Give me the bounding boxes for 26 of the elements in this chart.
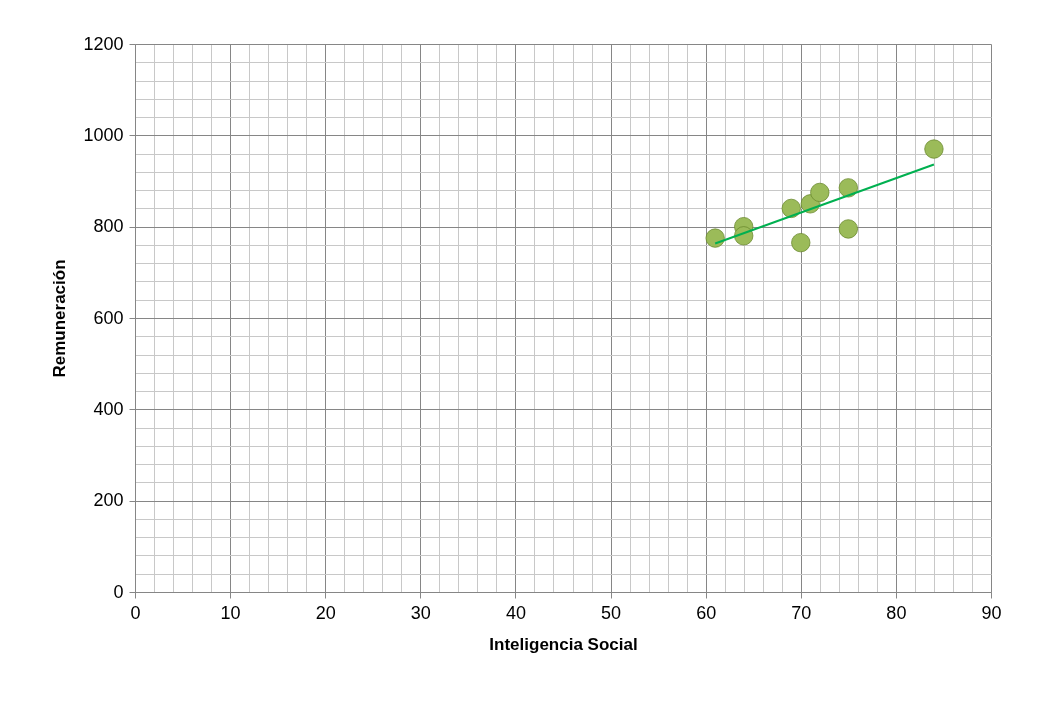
point	[781, 198, 801, 218]
point	[838, 219, 858, 239]
x-tick-label: 60	[696, 602, 717, 623]
y-tick-label: 0	[113, 581, 124, 602]
y-tick-label: 1200	[83, 33, 124, 54]
point	[838, 178, 858, 198]
x-tick-label: 40	[505, 602, 526, 623]
y-tick-label: 800	[93, 216, 124, 237]
point	[924, 139, 944, 159]
point	[791, 233, 811, 253]
y-axis-title: Remuneración	[50, 259, 70, 378]
x-axis-title: Inteligencia Social	[489, 634, 638, 654]
x-tick-label: 10	[220, 602, 241, 623]
y-tick-label: 200	[93, 490, 124, 511]
x-tick-label: 90	[981, 602, 1002, 623]
x-tick-label: 80	[886, 602, 907, 623]
y-tick-label: 1000	[83, 124, 124, 145]
x-tick-label: 20	[315, 602, 336, 623]
x-tick-label: 50	[601, 602, 622, 623]
point	[810, 182, 830, 203]
y-tick-label: 600	[93, 307, 124, 328]
point	[705, 228, 725, 248]
y-tick-label: 400	[93, 398, 124, 419]
x-tick-label: 0	[130, 602, 141, 623]
x-tick-label: 30	[410, 602, 431, 623]
x-tick-label: 70	[791, 602, 812, 623]
